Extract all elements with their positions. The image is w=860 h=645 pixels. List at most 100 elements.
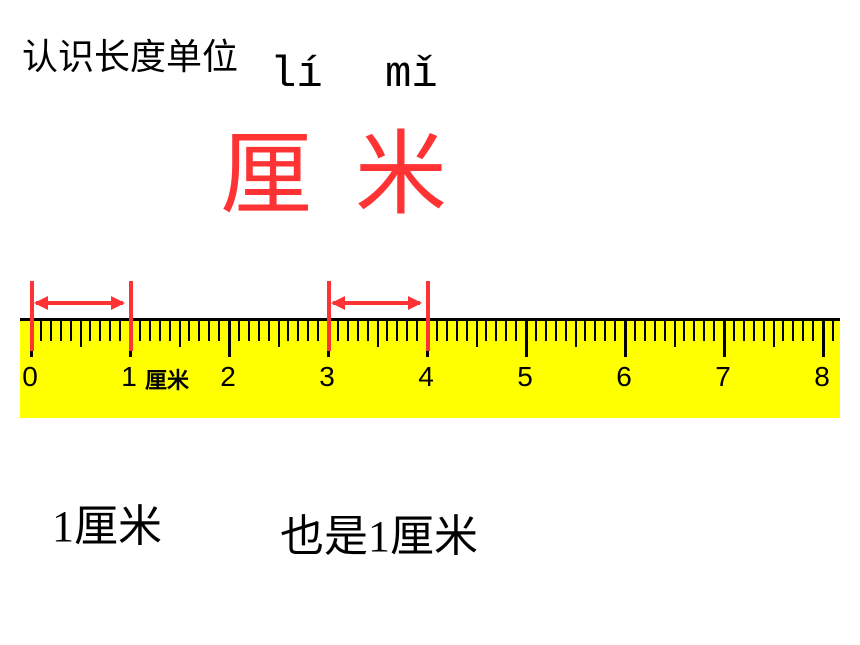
ruler-tick	[782, 321, 784, 341]
ruler-tick	[743, 321, 745, 341]
ruler-tick	[703, 321, 705, 341]
arrow-head-right	[111, 296, 125, 310]
ruler-tick	[60, 321, 62, 341]
ruler-tick	[773, 321, 775, 347]
ruler-number: 7	[715, 361, 731, 393]
ruler-tick	[287, 321, 289, 341]
ruler-tick	[297, 321, 299, 341]
ruler-tick	[565, 321, 567, 341]
ruler-tick	[525, 321, 528, 357]
ruler-tick	[664, 321, 666, 341]
ruler-tick	[70, 321, 72, 341]
ruler-tick	[218, 321, 220, 341]
ruler-tick	[89, 321, 91, 341]
pinyin-mi: mǐ	[385, 50, 438, 100]
ruler-tick	[436, 321, 438, 341]
ruler-tick	[238, 321, 240, 341]
ruler-number: 6	[616, 361, 632, 393]
ruler-tick	[337, 321, 339, 341]
ruler-tick	[109, 321, 111, 341]
ruler-tick	[347, 321, 349, 341]
ruler-tick	[683, 321, 685, 341]
ruler-tick	[584, 321, 586, 341]
ruler-unit-label: 厘米	[145, 363, 189, 395]
ruler-tick	[208, 321, 210, 341]
ruler-diagram: 012345678厘米	[20, 288, 840, 418]
ruler-number: 1	[121, 361, 137, 393]
marker-bar	[129, 281, 133, 351]
ruler-tick	[159, 321, 161, 341]
ruler-tick	[802, 321, 804, 341]
ruler-tick	[792, 321, 794, 341]
label-also-one-cm: 也是1厘米	[280, 500, 478, 564]
ruler-tick	[50, 321, 52, 341]
ruler-tick	[624, 321, 627, 357]
ruler-tick	[466, 321, 468, 341]
ruler-tick	[99, 321, 101, 341]
ruler-tick	[505, 321, 507, 341]
ruler-tick	[139, 321, 141, 341]
ruler-tick	[654, 321, 656, 341]
ruler-tick	[594, 321, 596, 341]
marker-arrow-line	[36, 301, 123, 305]
ruler-number: 3	[319, 361, 335, 393]
pinyin-li: lí	[270, 50, 323, 100]
marker-bar	[30, 281, 34, 351]
arrow-head-left	[34, 296, 48, 310]
ruler-tick	[733, 321, 735, 341]
ruler-tick	[317, 321, 319, 341]
header-text: 认识长度单位	[22, 28, 238, 80]
label-one-cm: 1厘米	[52, 490, 162, 554]
ruler-tick	[268, 321, 270, 341]
ruler-tick	[386, 321, 388, 341]
ruler-tick	[179, 321, 181, 347]
ruler-tick	[278, 321, 280, 347]
ruler-number: 4	[418, 361, 434, 393]
ruler-tick	[476, 321, 478, 347]
ruler-tick	[228, 321, 231, 357]
ruler-tick	[396, 321, 398, 341]
ruler-tick	[555, 321, 557, 341]
ruler-tick	[545, 321, 547, 341]
ruler-tick	[307, 321, 309, 341]
ruler-tick	[515, 321, 517, 341]
ruler-tick	[188, 321, 190, 341]
marker-bar	[426, 281, 430, 351]
ruler-tick	[406, 321, 408, 341]
ruler-tick	[535, 321, 537, 341]
ruler-tick	[258, 321, 260, 341]
main-title: 厘 米	[220, 100, 457, 233]
arrow-head-right	[408, 296, 422, 310]
ruler-tick	[822, 321, 825, 357]
ruler-tick	[367, 321, 369, 341]
ruler-tick	[575, 321, 577, 347]
ruler-tick	[357, 321, 359, 341]
ruler-tick	[634, 321, 636, 341]
ruler-tick	[832, 321, 834, 341]
ruler-tick	[456, 321, 458, 341]
marker-arrow-line	[333, 301, 420, 305]
ruler-number: 5	[517, 361, 533, 393]
ruler-tick	[485, 321, 487, 341]
ruler-tick	[198, 321, 200, 341]
ruler-tick	[753, 321, 755, 341]
ruler-tick	[169, 321, 171, 341]
ruler-tick	[693, 321, 695, 341]
arrow-head-left	[331, 296, 345, 310]
ruler-number: 8	[814, 361, 830, 393]
ruler-number: 0	[22, 361, 38, 393]
ruler-tick	[644, 321, 646, 341]
ruler-tick	[604, 321, 606, 341]
ruler-tick	[674, 321, 676, 347]
ruler-tick	[416, 321, 418, 341]
ruler-tick	[812, 321, 814, 341]
ruler-tick	[149, 321, 151, 341]
ruler-tick	[446, 321, 448, 341]
ruler-tick	[248, 321, 250, 341]
ruler-bar: 012345678厘米	[20, 318, 840, 418]
ruler-tick	[80, 321, 82, 347]
ruler-tick	[723, 321, 726, 357]
marker-bar	[327, 281, 331, 351]
ruler-tick	[119, 321, 121, 341]
ruler-tick	[495, 321, 497, 341]
